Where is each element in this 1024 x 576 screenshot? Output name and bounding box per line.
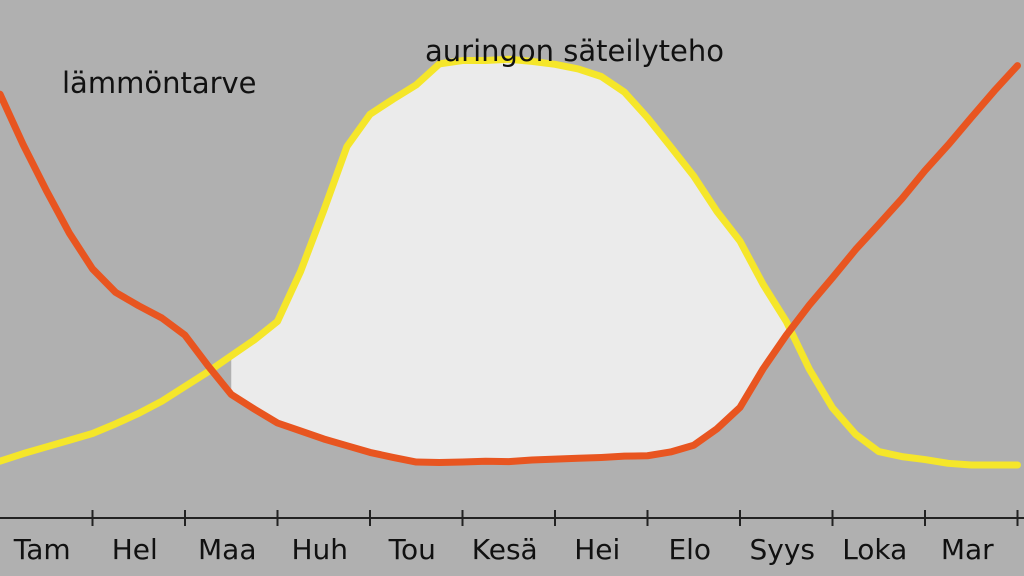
x-tick-label: Syys xyxy=(749,533,815,566)
x-tick-label: Maa xyxy=(198,533,256,566)
x-axis-ticks xyxy=(91,510,1019,526)
x-tick-label: Tou xyxy=(388,533,436,566)
x-tick-label: Hei xyxy=(574,533,620,566)
series-label-solar-power: auringon säteilyteho xyxy=(425,34,724,68)
x-tick-label: Tam xyxy=(13,533,71,566)
x-tick-label: Huh xyxy=(291,533,348,566)
series-label-heat-demand: lämmöntarve xyxy=(62,66,257,100)
surplus-area-layer xyxy=(231,59,787,463)
surplus-area xyxy=(231,59,787,463)
x-tick-label: Elo xyxy=(668,533,711,566)
x-tick-label: Kesä xyxy=(472,533,538,566)
x-tick-label: Mar xyxy=(941,533,994,566)
solar-power-line xyxy=(0,55,1021,469)
x-tick-label: Loka xyxy=(842,533,907,566)
heat-demand-line xyxy=(0,62,1021,466)
x-tick-label: Hel xyxy=(112,533,158,566)
x-axis-tick-labels: Tam Hel Maa Huh Tou Kesä Hei Elo Syys Loka Mar xyxy=(13,533,994,566)
series-lines-layer xyxy=(0,55,1021,469)
